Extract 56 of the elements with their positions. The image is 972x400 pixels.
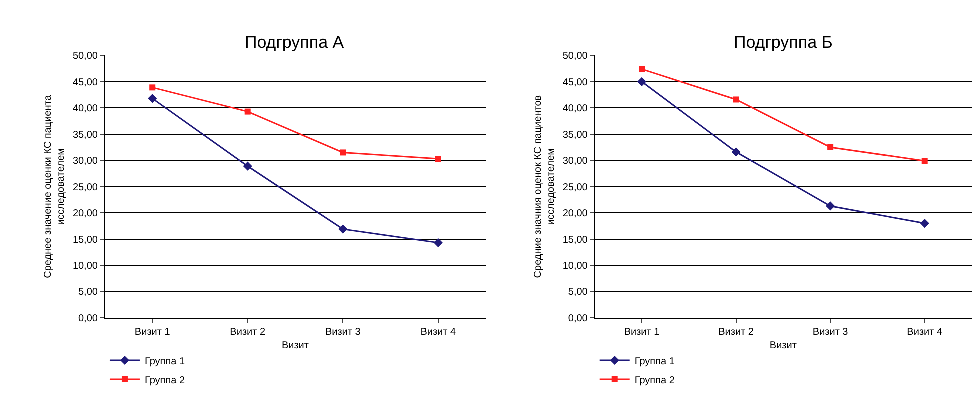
y-tick-label: 0,00 <box>78 313 98 324</box>
y-tick-label: 50,00 <box>562 51 588 62</box>
y-tick-label: 15,00 <box>562 234 588 246</box>
point <box>244 108 251 115</box>
point <box>148 94 158 104</box>
point <box>733 96 740 103</box>
y-tick-label: 20,00 <box>72 208 98 220</box>
point <box>340 150 346 156</box>
point <box>435 156 442 162</box>
point <box>150 84 156 91</box>
point <box>434 238 443 248</box>
x-tick-label: Визит 3 <box>325 326 362 338</box>
y-tick-label: 30,00 <box>562 156 588 168</box>
legend-label: Группа 2 <box>634 375 676 386</box>
point <box>639 66 646 72</box>
x-tick-label: Визит 4 <box>907 326 943 338</box>
y-tick-label: 25,00 <box>562 182 588 194</box>
y-tick-label: 5,00 <box>78 287 98 298</box>
y-tick-label: 45,00 <box>562 77 588 88</box>
y-tick-label: 40,00 <box>72 104 98 115</box>
y-tick-label: 30,00 <box>72 156 98 168</box>
y-tick-label: 35,00 <box>72 130 98 141</box>
x-tick-label: Визит 3 <box>812 326 849 338</box>
x-tick-label: Визит 2 <box>718 326 754 338</box>
x-axis-title: Визит <box>770 340 798 352</box>
y-axis-title: Средние значния оценок КС пациентов исследователем <box>532 95 557 278</box>
legend-label: Группа 1 <box>144 356 186 368</box>
y-tick-label: 15,00 <box>72 234 98 246</box>
y-tick-label: 5,00 <box>568 287 588 298</box>
x-tick-label: Визит 4 <box>420 326 456 338</box>
legend-label: Группа 2 <box>144 375 186 386</box>
chart-title: Подгруппа Б <box>734 33 833 52</box>
point <box>637 77 647 86</box>
y-tick-label: 50,00 <box>72 51 98 62</box>
point <box>243 162 252 171</box>
y-tick-label: 20,00 <box>562 208 588 220</box>
point <box>826 202 836 211</box>
point <box>920 218 930 228</box>
y-tick-label: 40,00 <box>562 104 588 115</box>
point <box>828 144 834 150</box>
point <box>338 224 348 234</box>
y-axis-title: Среднее значение оценки КС пациента исследователем <box>42 94 67 278</box>
point <box>922 158 928 164</box>
y-tick-label: 45,00 <box>72 77 98 88</box>
legend-label: Группа 1 <box>634 356 676 368</box>
point <box>732 148 741 157</box>
y-tick-label: 0,00 <box>568 313 588 324</box>
x-tick-label: Визит 2 <box>230 326 266 338</box>
chart-title: Подгруппа А <box>245 33 345 52</box>
x-tick-label: Визит 1 <box>134 326 171 338</box>
y-tick-label: 25,00 <box>72 182 98 194</box>
x-axis-title: Визит <box>282 340 310 352</box>
x-tick-label: Визит 1 <box>624 326 660 338</box>
y-tick-label: 35,00 <box>562 130 588 141</box>
y-tick-label: 10,00 <box>562 260 588 272</box>
y-tick-label: 10,00 <box>72 260 98 272</box>
